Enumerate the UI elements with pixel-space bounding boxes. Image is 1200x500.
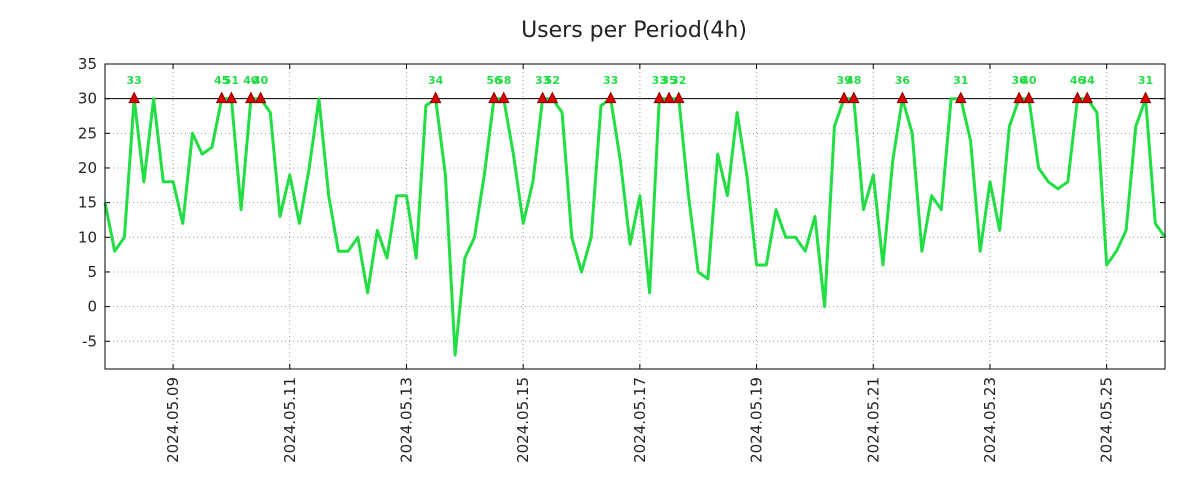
peak-label: 39 — [836, 74, 851, 87]
peak-label: 46 — [1070, 74, 1086, 87]
peak-marker — [672, 91, 685, 104]
x-axis: 2024.05.09 2024.05.11 2024.05.13 2024.05.15… — [164, 64, 1116, 463]
peak-marker — [254, 91, 267, 104]
y-tick-label: 5 — [87, 263, 97, 281]
peak-label: 33 — [652, 74, 667, 87]
x-tick-label: 2024.05.11 — [281, 377, 299, 463]
peak-label: 56 — [486, 74, 502, 87]
peak-label: 58 — [496, 74, 511, 87]
y-tick-label: 20 — [78, 159, 97, 177]
peak-marker — [847, 91, 860, 104]
peak-marker — [245, 91, 257, 104]
peak-marker — [215, 91, 228, 104]
x-tick-label: 2024.05.23 — [981, 377, 999, 463]
peak-marker — [663, 91, 675, 104]
peak-marker — [1013, 91, 1025, 104]
peak-marker — [1023, 91, 1035, 104]
peak-label: 45 — [214, 74, 229, 87]
peak-marker — [1081, 91, 1094, 104]
series-line — [103, 97, 1167, 357]
peak-marker — [497, 91, 510, 104]
y-axis: -5 0 5 10 15 20 25 30 35 — [78, 55, 1165, 350]
x-tick-label: 2024.05.13 — [397, 377, 415, 463]
y-tick-label: 30 — [78, 90, 97, 108]
y-tick-label: 10 — [78, 228, 97, 246]
peak-label: 33 — [127, 74, 142, 87]
plot-frame — [104, 63, 1166, 370]
peak-marker — [1139, 91, 1152, 104]
peak-marker — [1071, 91, 1084, 104]
peak-marker — [954, 91, 967, 104]
y-tick-label: 0 — [87, 298, 97, 316]
x-tick-label: 2024.05.17 — [631, 377, 649, 463]
x-tick-label: 2024.05.19 — [748, 377, 766, 463]
peak-label: 52 — [545, 74, 560, 87]
x-tick-label: 2024.05.15 — [514, 377, 532, 463]
peak-label: 48 — [846, 74, 861, 87]
y-tick-label: 25 — [78, 124, 97, 142]
peak-label: 40 — [243, 74, 259, 87]
peak-marker — [604, 91, 617, 104]
peak-marker — [488, 91, 500, 104]
peak-label: 40 — [1021, 74, 1037, 87]
peak-marker — [838, 91, 850, 104]
peak-label: 33 — [603, 74, 618, 87]
x-tick-label: 2024.05.25 — [1098, 377, 1116, 463]
peak-marker — [429, 91, 442, 104]
peak-label: 31 — [1138, 74, 1153, 87]
y-tick-label: -5 — [82, 332, 97, 350]
peak-marker — [225, 91, 238, 104]
peak-label: 35 — [661, 74, 676, 87]
peak-marker — [653, 91, 666, 104]
peak-marker — [536, 91, 549, 104]
peak-label: 51 — [224, 74, 239, 87]
y-tick-label: 35 — [78, 55, 97, 73]
series-users — [103, 97, 1167, 357]
peak-label: 31 — [953, 74, 968, 87]
peak-label: 36 — [895, 74, 911, 87]
peak-marker — [128, 91, 140, 104]
peak-label: 33 — [535, 74, 550, 87]
peak-marker — [896, 91, 909, 104]
peak-label: 36 — [1011, 74, 1027, 87]
peak-marker — [546, 91, 559, 104]
x-tick-label: 2024.05.09 — [164, 377, 182, 463]
peak-label: 34 — [428, 74, 444, 87]
peak-label: 32 — [671, 74, 686, 87]
chart-title: Users per Period(4h) — [521, 18, 747, 43]
y-tick-label: 15 — [78, 194, 97, 212]
peak-label: 40 — [253, 74, 269, 87]
x-tick-label: 2024.05.21 — [864, 377, 882, 463]
peak-label: 34 — [1080, 74, 1096, 87]
